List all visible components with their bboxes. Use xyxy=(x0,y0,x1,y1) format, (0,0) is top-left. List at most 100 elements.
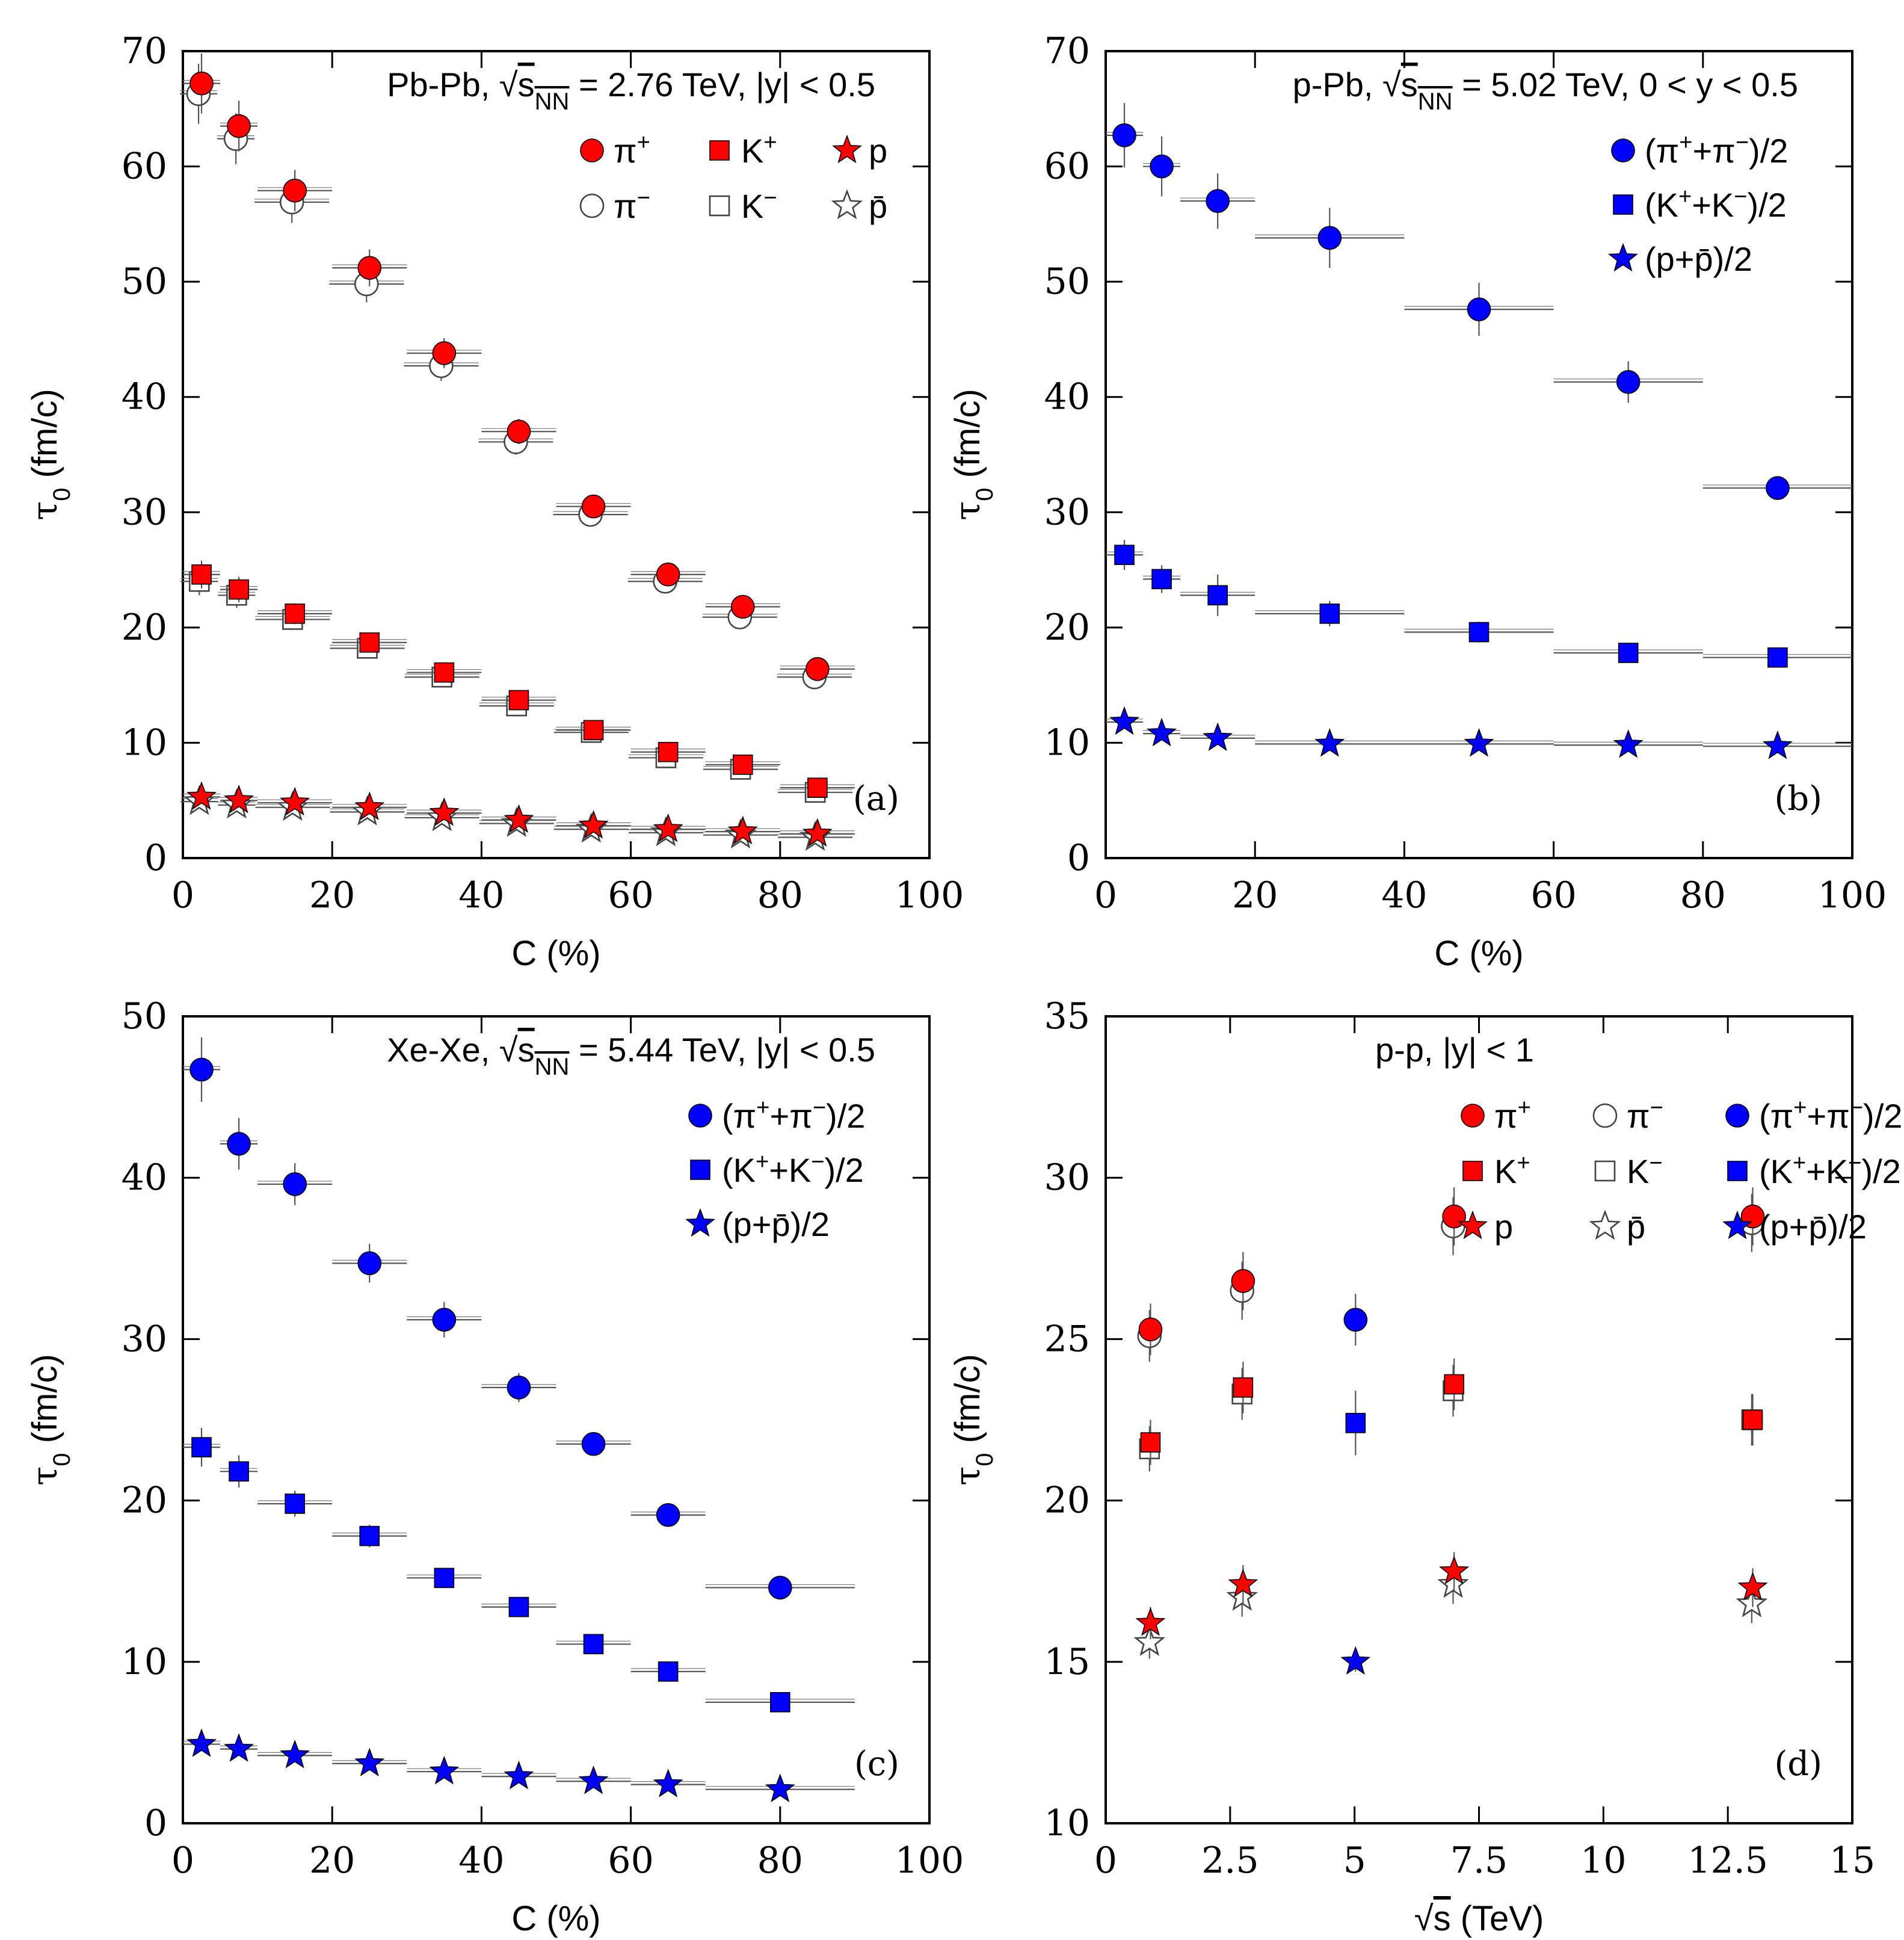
x-var: s xyxy=(1434,1899,1451,1938)
panel-title: Xe-Xe, √sNN = 5.44 TeV, |y| < 0.5 xyxy=(387,1031,875,1080)
data-point xyxy=(807,777,828,798)
x-axis-label: C (%) xyxy=(511,934,600,973)
data-point xyxy=(1736,1587,1768,1617)
data-point xyxy=(227,1132,251,1156)
panel-title: Pb-Pb, √sNN = 2.76 TeV, |y| < 0.5 xyxy=(387,66,875,115)
data-point xyxy=(656,562,680,587)
y-tick-label: 35 xyxy=(1044,995,1090,1037)
legend-label: (p+p̄)/2 xyxy=(722,1205,830,1243)
y-tick-label: 0 xyxy=(144,1802,167,1844)
series-K+ xyxy=(183,560,855,798)
legend-sup: + xyxy=(763,130,777,155)
legend-text: K xyxy=(741,132,763,170)
legend-sup: + xyxy=(1678,184,1692,209)
legend-label: (π++π−)/2 xyxy=(1645,130,1788,170)
legend: (π++π−)/2(K++K−)/2(p+p̄)/2 xyxy=(1608,130,1788,278)
legend-label: p xyxy=(869,132,887,170)
legend: π+ π− (π++π−)/2K+ K− (K++K−)/2p p̄ (p+p̄)/2 xyxy=(1458,1095,1902,1246)
data-point xyxy=(730,595,755,619)
legend-text: K xyxy=(1494,1152,1517,1190)
legend-marker xyxy=(709,140,730,161)
data-point xyxy=(504,1760,534,1790)
data-point xyxy=(1112,123,1136,147)
data-point xyxy=(357,256,382,280)
x-tick-label: 7.5 xyxy=(1450,1840,1508,1882)
x-tick-label: 100 xyxy=(895,874,964,916)
series-(π++π−)/2 xyxy=(1106,103,1852,500)
x-tick-label: 60 xyxy=(608,874,653,916)
legend-text: π xyxy=(614,132,637,170)
legend-marker xyxy=(832,134,862,164)
data-point xyxy=(1233,1377,1254,1398)
legend-sup: − xyxy=(763,185,777,211)
data-point xyxy=(1109,706,1140,735)
y-label-subscript: 0 xyxy=(49,487,75,501)
x-tick-label: 80 xyxy=(757,1840,803,1882)
x-unit: (TeV) xyxy=(1451,1899,1544,1938)
legend-marker xyxy=(1608,242,1638,272)
y-label-subscript: 0 xyxy=(972,1453,998,1466)
legend-text: π xyxy=(614,187,637,225)
data-point xyxy=(1618,643,1639,663)
data-point xyxy=(1114,545,1135,565)
y-tick-label: 50 xyxy=(122,261,167,303)
legend-sup: − xyxy=(813,1095,826,1120)
y-tick-label: 0 xyxy=(1067,837,1090,879)
legend-marker xyxy=(1462,1161,1483,1181)
data-point xyxy=(507,419,531,443)
series-K+ xyxy=(1140,1358,1763,1465)
legend-label: (p+p̄)/2 xyxy=(1645,240,1752,278)
data-point xyxy=(727,815,758,845)
data-point xyxy=(508,1596,529,1617)
data-point xyxy=(578,810,609,839)
series-p xyxy=(183,781,855,847)
plot-frame xyxy=(1105,50,1853,859)
series-π+ xyxy=(1138,1187,1765,1356)
x-tick-label: 100 xyxy=(1818,874,1887,916)
data-point xyxy=(1737,1572,1768,1601)
data-point xyxy=(1616,370,1641,394)
data-point xyxy=(765,1773,795,1802)
y-tick-label: 30 xyxy=(122,1318,167,1360)
data-point xyxy=(432,1308,457,1332)
data-point xyxy=(1767,647,1788,668)
data-point xyxy=(280,1740,310,1769)
y-tick-label: 10 xyxy=(122,721,167,764)
data-point xyxy=(732,755,753,775)
legend-text: (K xyxy=(722,1151,756,1189)
title-subscript: NN xyxy=(1418,88,1453,115)
legend-text: (K xyxy=(1759,1152,1793,1190)
y-label-unit: (fm/c) xyxy=(948,1354,987,1453)
data-point xyxy=(1228,1568,1259,1598)
legend-sup: − xyxy=(1848,1151,1861,1176)
x-tick-label: 20 xyxy=(309,874,355,916)
title-system: p-Pb, xyxy=(1293,66,1382,103)
data-point xyxy=(432,341,457,365)
legend-sup: + xyxy=(1679,130,1692,155)
y-tick-label: 70 xyxy=(122,30,167,72)
title-energy: = 2.76 TeV, |y| < 0.5 xyxy=(569,66,875,103)
data-point xyxy=(583,720,604,741)
data-point xyxy=(1231,1269,1255,1293)
legend-sup: − xyxy=(637,185,650,211)
data-point xyxy=(1742,1409,1763,1430)
legend-sup: + xyxy=(756,1095,769,1120)
data-point xyxy=(1464,728,1494,757)
data-point xyxy=(1613,729,1644,758)
data-point xyxy=(1439,1555,1470,1584)
y-label-symbol: τ xyxy=(947,501,988,521)
legend-label: (π++π−)/2 xyxy=(1759,1095,1902,1135)
data-point xyxy=(507,1376,531,1400)
y-tick-label: 60 xyxy=(122,146,167,188)
series-(π++π−)/2 xyxy=(1343,1294,1368,1346)
y-tick-label: 40 xyxy=(1044,376,1090,418)
panel-title: p-Pb, √sNN = 5.02 TeV, 0 < y < 0.5 xyxy=(1293,66,1798,115)
x-tick-label: 15 xyxy=(1829,1840,1875,1882)
legend-sup: − xyxy=(1736,130,1749,155)
legend-marker xyxy=(688,1104,712,1128)
legend-sup: − xyxy=(1649,1151,1662,1176)
legend-label: p̄ xyxy=(1627,1208,1645,1246)
data-point xyxy=(1138,1317,1163,1342)
series-p-bar xyxy=(1133,1565,1768,1659)
